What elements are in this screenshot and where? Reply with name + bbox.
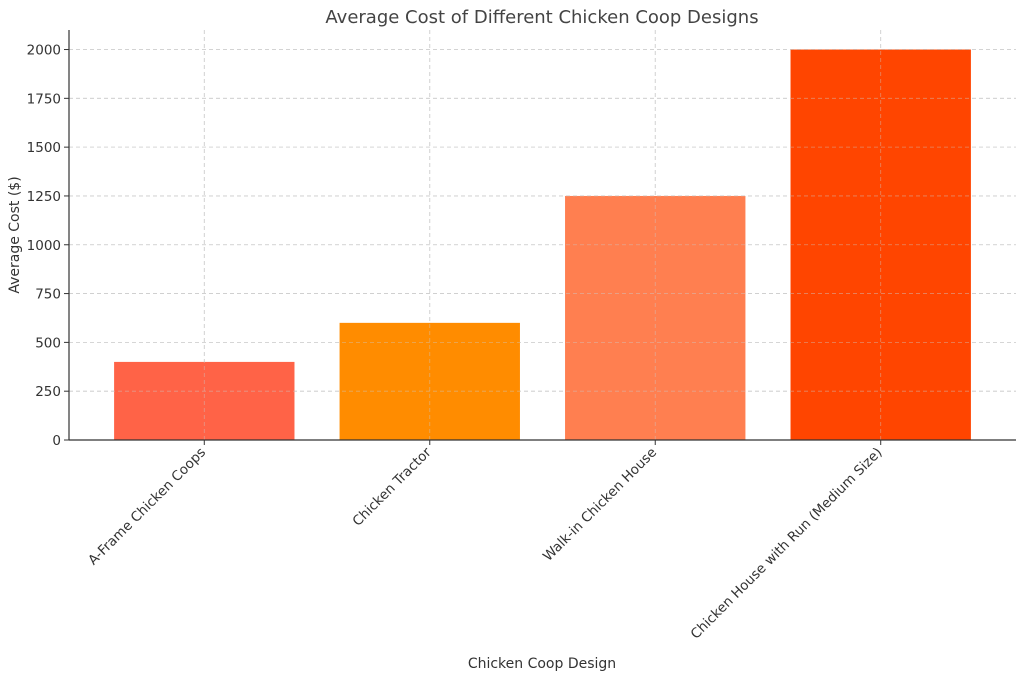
axes <box>64 30 1016 445</box>
y-tick-label: 1250 <box>27 189 61 205</box>
x-tick-label: Walk-in Chicken House <box>540 445 660 565</box>
y-tick-label: 1500 <box>27 140 61 156</box>
x-axis-label: Chicken Coop Design <box>468 656 616 672</box>
y-tick-label: 1750 <box>27 91 61 107</box>
x-tick-label: Chicken House with Run (Medium Size) <box>688 445 886 643</box>
y-tick-label: 0 <box>52 433 61 449</box>
chart-title: Average Cost of Different Chicken Coop D… <box>325 7 758 28</box>
y-tick-label: 2000 <box>27 43 61 59</box>
y-axis-label: Average Cost ($) <box>7 176 23 293</box>
y-tick-label: 500 <box>35 335 61 351</box>
y-tick-label: 250 <box>35 384 61 400</box>
y-tick-label: 750 <box>35 287 61 303</box>
x-tick-label: Chicken Tractor <box>350 444 435 529</box>
x-tick-label: A-Frame Chicken Coops <box>85 445 209 569</box>
y-tick-label: 1000 <box>27 238 61 254</box>
bars <box>69 30 1016 441</box>
